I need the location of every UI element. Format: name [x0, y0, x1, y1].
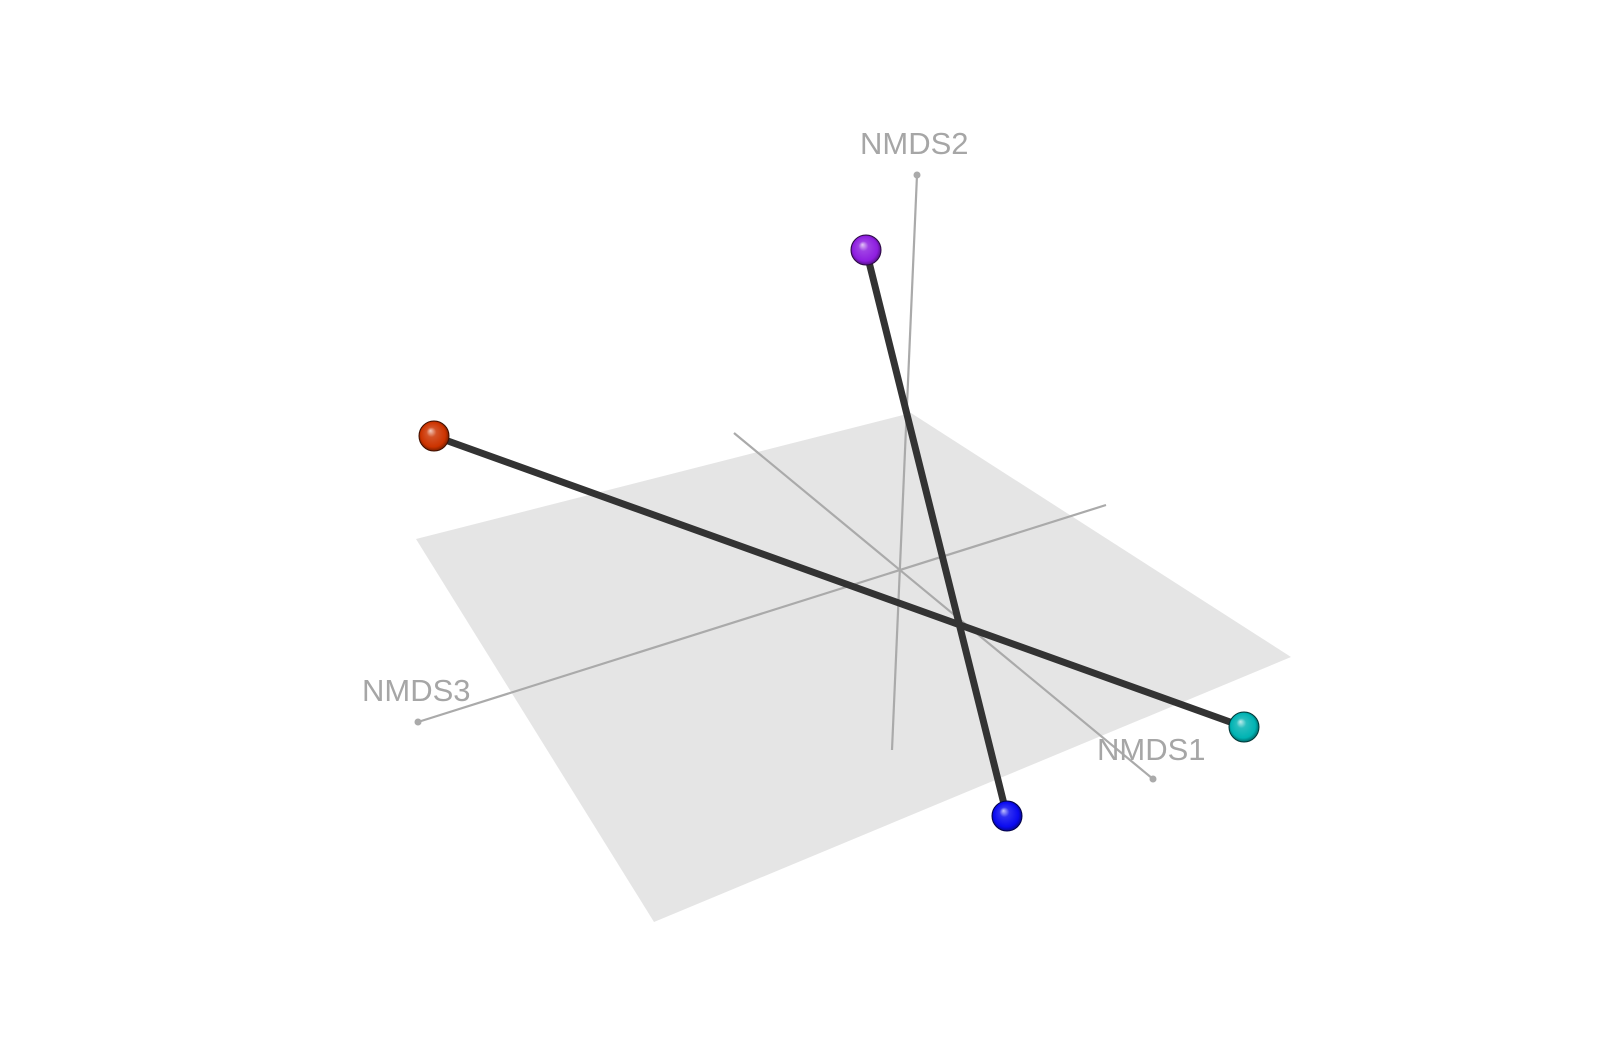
axis-labels: NMDS2 NMDS3 NMDS1: [362, 126, 1206, 767]
segment-orange-cyan: [430, 432, 1248, 731]
segment-purple-blue: [862, 246, 1011, 820]
connecting-segments: [430, 246, 1248, 820]
data-point-cyan[interactable]: [1228, 711, 1260, 743]
axis-label-nmds2: NMDS2: [860, 126, 969, 161]
nmds2-axis-line: [890, 174, 919, 751]
nmds2-axis-tip: [913, 171, 921, 179]
axis-lines: [414, 171, 1157, 783]
nmds3-axis-line: [417, 503, 1107, 724]
data-point-blue[interactable]: [991, 800, 1023, 832]
nmds1-axis-tip: [1149, 775, 1157, 783]
axis-label-nmds1: NMDS1: [1097, 732, 1206, 767]
data-points: [418, 234, 1260, 832]
data-point-purple[interactable]: [850, 234, 882, 266]
data-point-orange[interactable]: [418, 420, 450, 452]
nmds1-axis-line: [733, 432, 1154, 780]
nmds3-axis-tip: [414, 718, 422, 726]
reference-plane: [416, 413, 1291, 922]
axis-label-nmds3: NMDS3: [362, 673, 471, 708]
